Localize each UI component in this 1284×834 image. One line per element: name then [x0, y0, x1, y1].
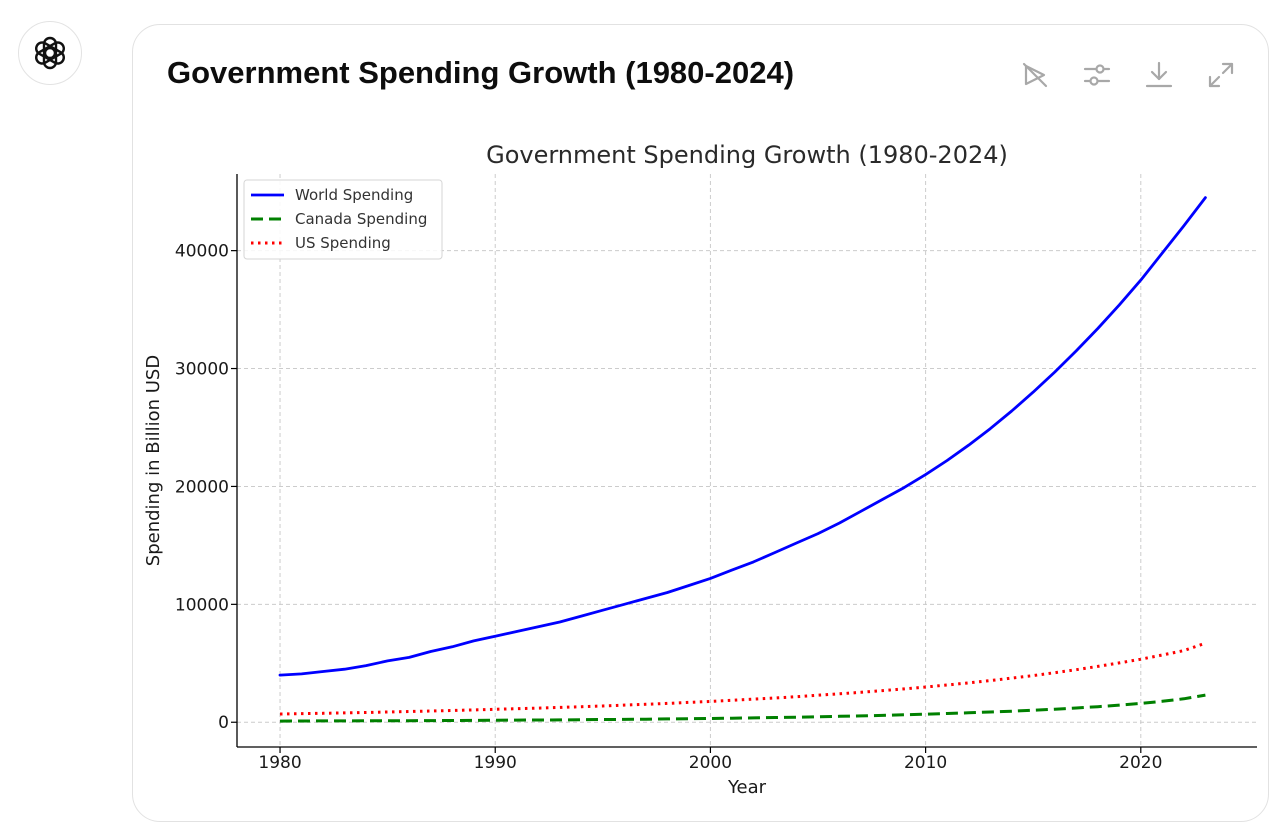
y-tick-label: 30000 — [175, 360, 229, 380]
y-tick-label: 0 — [218, 713, 229, 733]
x-tick-label: 2020 — [1119, 753, 1162, 773]
card-title: Government Spending Growth (1980-2024) — [167, 55, 795, 90]
y-tick-label: 20000 — [175, 477, 229, 497]
expand-icon — [1208, 62, 1234, 88]
x-tick-label: 1990 — [474, 753, 517, 773]
x-tick-label: 2000 — [689, 753, 732, 773]
legend-box — [243, 179, 443, 260]
unpin-icon — [1022, 62, 1048, 88]
filter-settings-button[interactable] — [1072, 55, 1122, 95]
x-tick-label: 2010 — [904, 753, 947, 773]
legend-label: US Spending — [295, 234, 391, 252]
assistant-avatar — [18, 21, 82, 85]
unpin-button[interactable] — [1010, 55, 1060, 95]
chart-card: Government Spending Growth (1980-2024) — [132, 24, 1269, 822]
x-axis-label: Year — [727, 777, 767, 798]
legend-label: Canada Spending — [295, 210, 427, 228]
series-line-us-spending — [279, 641, 1206, 716]
y-tick-label: 40000 — [175, 242, 229, 262]
chart-toolbar — [1010, 55, 1246, 95]
chart-title: Government Spending Growth (1980-2024) — [486, 141, 1008, 169]
series-line-canada-spending — [279, 693, 1206, 723]
download-icon — [1145, 61, 1173, 88]
download-button[interactable] — [1134, 55, 1184, 95]
y-axis-label: Spending in Billion USD — [143, 355, 164, 566]
series-line-world-spending — [278, 196, 1207, 677]
openai-logo-icon — [35, 36, 65, 70]
y-tick-label: 10000 — [175, 595, 229, 615]
sliders-icon — [1083, 64, 1111, 86]
legend-label: World Spending — [295, 186, 413, 204]
x-tick-label: 1980 — [258, 753, 301, 773]
expand-button[interactable] — [1196, 55, 1246, 95]
